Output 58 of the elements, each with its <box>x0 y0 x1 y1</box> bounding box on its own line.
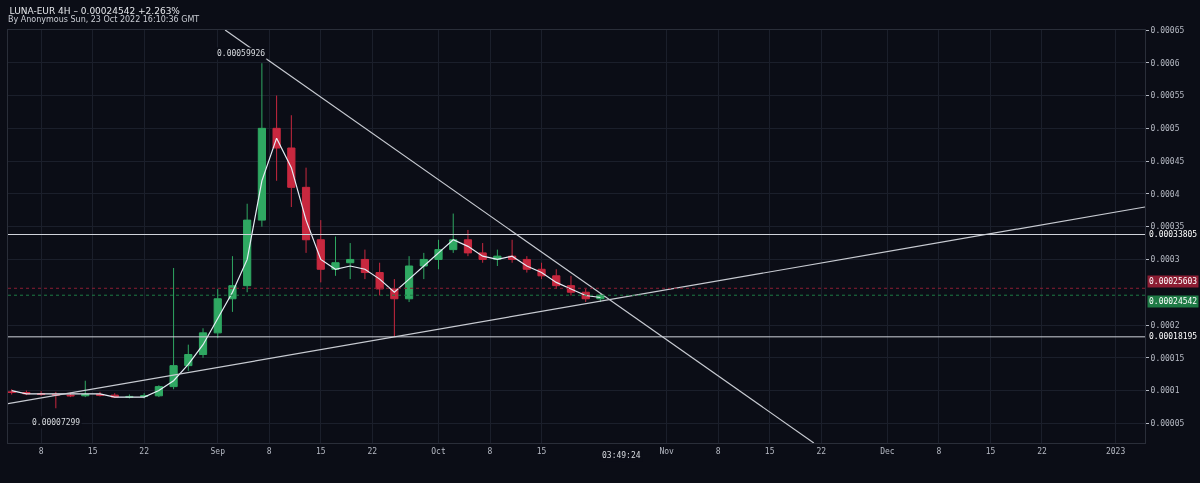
x-tick-label: 8 <box>487 446 493 456</box>
x-tick-label: 22 <box>139 446 150 456</box>
annotation: 0.00059926 <box>217 49 266 58</box>
x-tick-label: 22 <box>1037 446 1047 456</box>
candlestick <box>331 236 340 277</box>
y-tick-label: 0.00015 <box>1150 353 1185 363</box>
x-tick-label: 15 <box>985 446 996 456</box>
x-tick-label: Oct <box>431 446 446 456</box>
candlestick <box>316 219 325 283</box>
chart-title: LUNA-EUR 4H – 0.00024542 +2.263% <box>9 5 181 16</box>
candlestick <box>184 344 193 372</box>
x-tick-label: 15 <box>764 446 775 456</box>
ref-line-label: 0.00033805 <box>1149 230 1198 239</box>
candlestick <box>360 249 370 280</box>
ref-line-label: 0.00024542 <box>1149 297 1198 306</box>
y-tick-label: 0.0001 <box>1150 386 1180 396</box>
y-tick-label: 0.00055 <box>1150 91 1185 101</box>
x-tick-label: 22 <box>816 446 827 456</box>
x-tick-label: 8 <box>266 446 272 456</box>
candlestick <box>404 255 414 303</box>
y-tick-label: 0.0005 <box>1150 124 1180 134</box>
x-tick-label: 15 <box>87 446 98 456</box>
candlestick <box>287 114 296 208</box>
candlestick <box>449 213 458 254</box>
candlestick <box>272 95 281 182</box>
x-tick-label: 15 <box>536 446 547 456</box>
y-tick-label: 0.0004 <box>1150 189 1180 199</box>
y-tick-label: 0.00045 <box>1150 156 1185 166</box>
x-tick-label: 22 <box>367 446 378 456</box>
text: 03:49:24 <box>602 451 641 460</box>
x-tick-label: 15 <box>315 446 326 456</box>
x-tick-label: Nov <box>659 446 675 456</box>
y-tick-label: 0.0002 <box>1150 320 1180 330</box>
candlestick <box>301 167 311 254</box>
y-tick-label: 0.0006 <box>1150 58 1180 68</box>
candlestick <box>419 252 428 280</box>
x-tick-label: Sep <box>210 446 226 456</box>
x-tick-label: 8 <box>38 446 44 456</box>
candlestick <box>257 62 266 228</box>
y-tick-label: 0.00005 <box>1150 419 1185 429</box>
candlestick <box>243 203 252 293</box>
x-tick-label: 8 <box>936 446 942 456</box>
x-tick-label: 8 <box>715 446 721 456</box>
candlestick <box>213 288 222 339</box>
y-tick-label: 0.0003 <box>1150 255 1180 265</box>
candlestick <box>81 380 90 398</box>
candlestick <box>346 242 355 280</box>
x-tick-label: 2023 <box>1105 446 1126 456</box>
y-tick-label: 0.00035 <box>1150 222 1185 232</box>
annotation: 0.00007299 <box>32 418 81 427</box>
candlestick <box>463 229 473 257</box>
x-tick-label: Dec <box>880 446 895 456</box>
y-tick-label: 0.00065 <box>1150 25 1185 35</box>
ref-line-label: 0.00018195 <box>1149 332 1198 341</box>
candlestick <box>169 267 178 390</box>
chart-subtitle: By Anonymous Sun, 23 Oct 2022 16:10:36 GMT <box>8 15 200 24</box>
ref-line-label: 0.00025603 <box>1149 277 1198 286</box>
line-series <box>11 137 602 398</box>
